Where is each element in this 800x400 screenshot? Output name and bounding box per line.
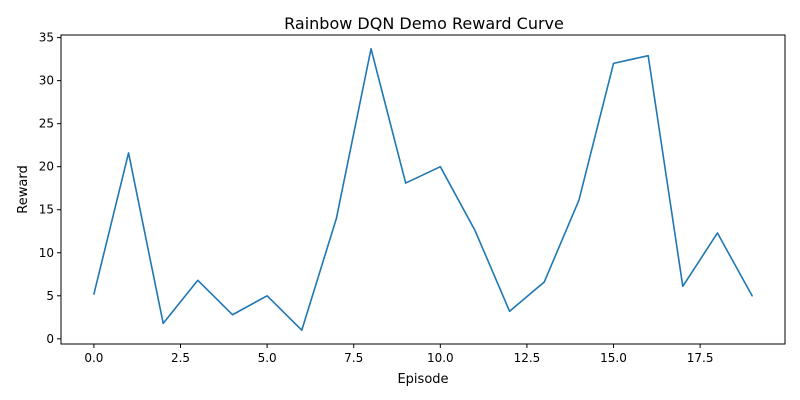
y-tick-label: 35	[39, 31, 54, 45]
y-axis-ticks: 0 5 10 15 20 25 30 35	[39, 31, 61, 346]
x-tick-label: 10.0	[427, 351, 454, 365]
plot-frame	[60, 34, 786, 345]
x-tick-label: 12.5	[514, 351, 541, 365]
x-tick-label: 15.0	[600, 351, 627, 365]
x-tick-label: 7.5	[344, 351, 363, 365]
y-tick-label: 30	[39, 74, 54, 88]
chart-title: Rainbow DQN Demo Reward Curve	[284, 14, 564, 33]
x-tick-label: 5.0	[258, 351, 277, 365]
x-tick-label: 17.5	[687, 351, 714, 365]
y-tick-label: 25	[39, 117, 54, 131]
x-tick-label: 2.5	[171, 351, 190, 365]
y-tick-label: 0	[46, 332, 54, 346]
y-tick-label: 5	[46, 289, 54, 303]
y-tick-label: 20	[39, 160, 54, 174]
x-tick-label: 0.0	[84, 351, 103, 365]
x-axis-label: Episode	[397, 372, 448, 387]
plot-area	[93, 47, 753, 332]
y-tick-label: 10	[39, 246, 54, 260]
y-tick-label: 15	[39, 203, 54, 217]
x-axis-ticks: 0.0 2.5 5.0 7.5 10.0 12.5 15.0 17.5	[84, 344, 713, 365]
y-axis-label: Reward	[16, 165, 31, 213]
series-line	[93, 47, 753, 332]
